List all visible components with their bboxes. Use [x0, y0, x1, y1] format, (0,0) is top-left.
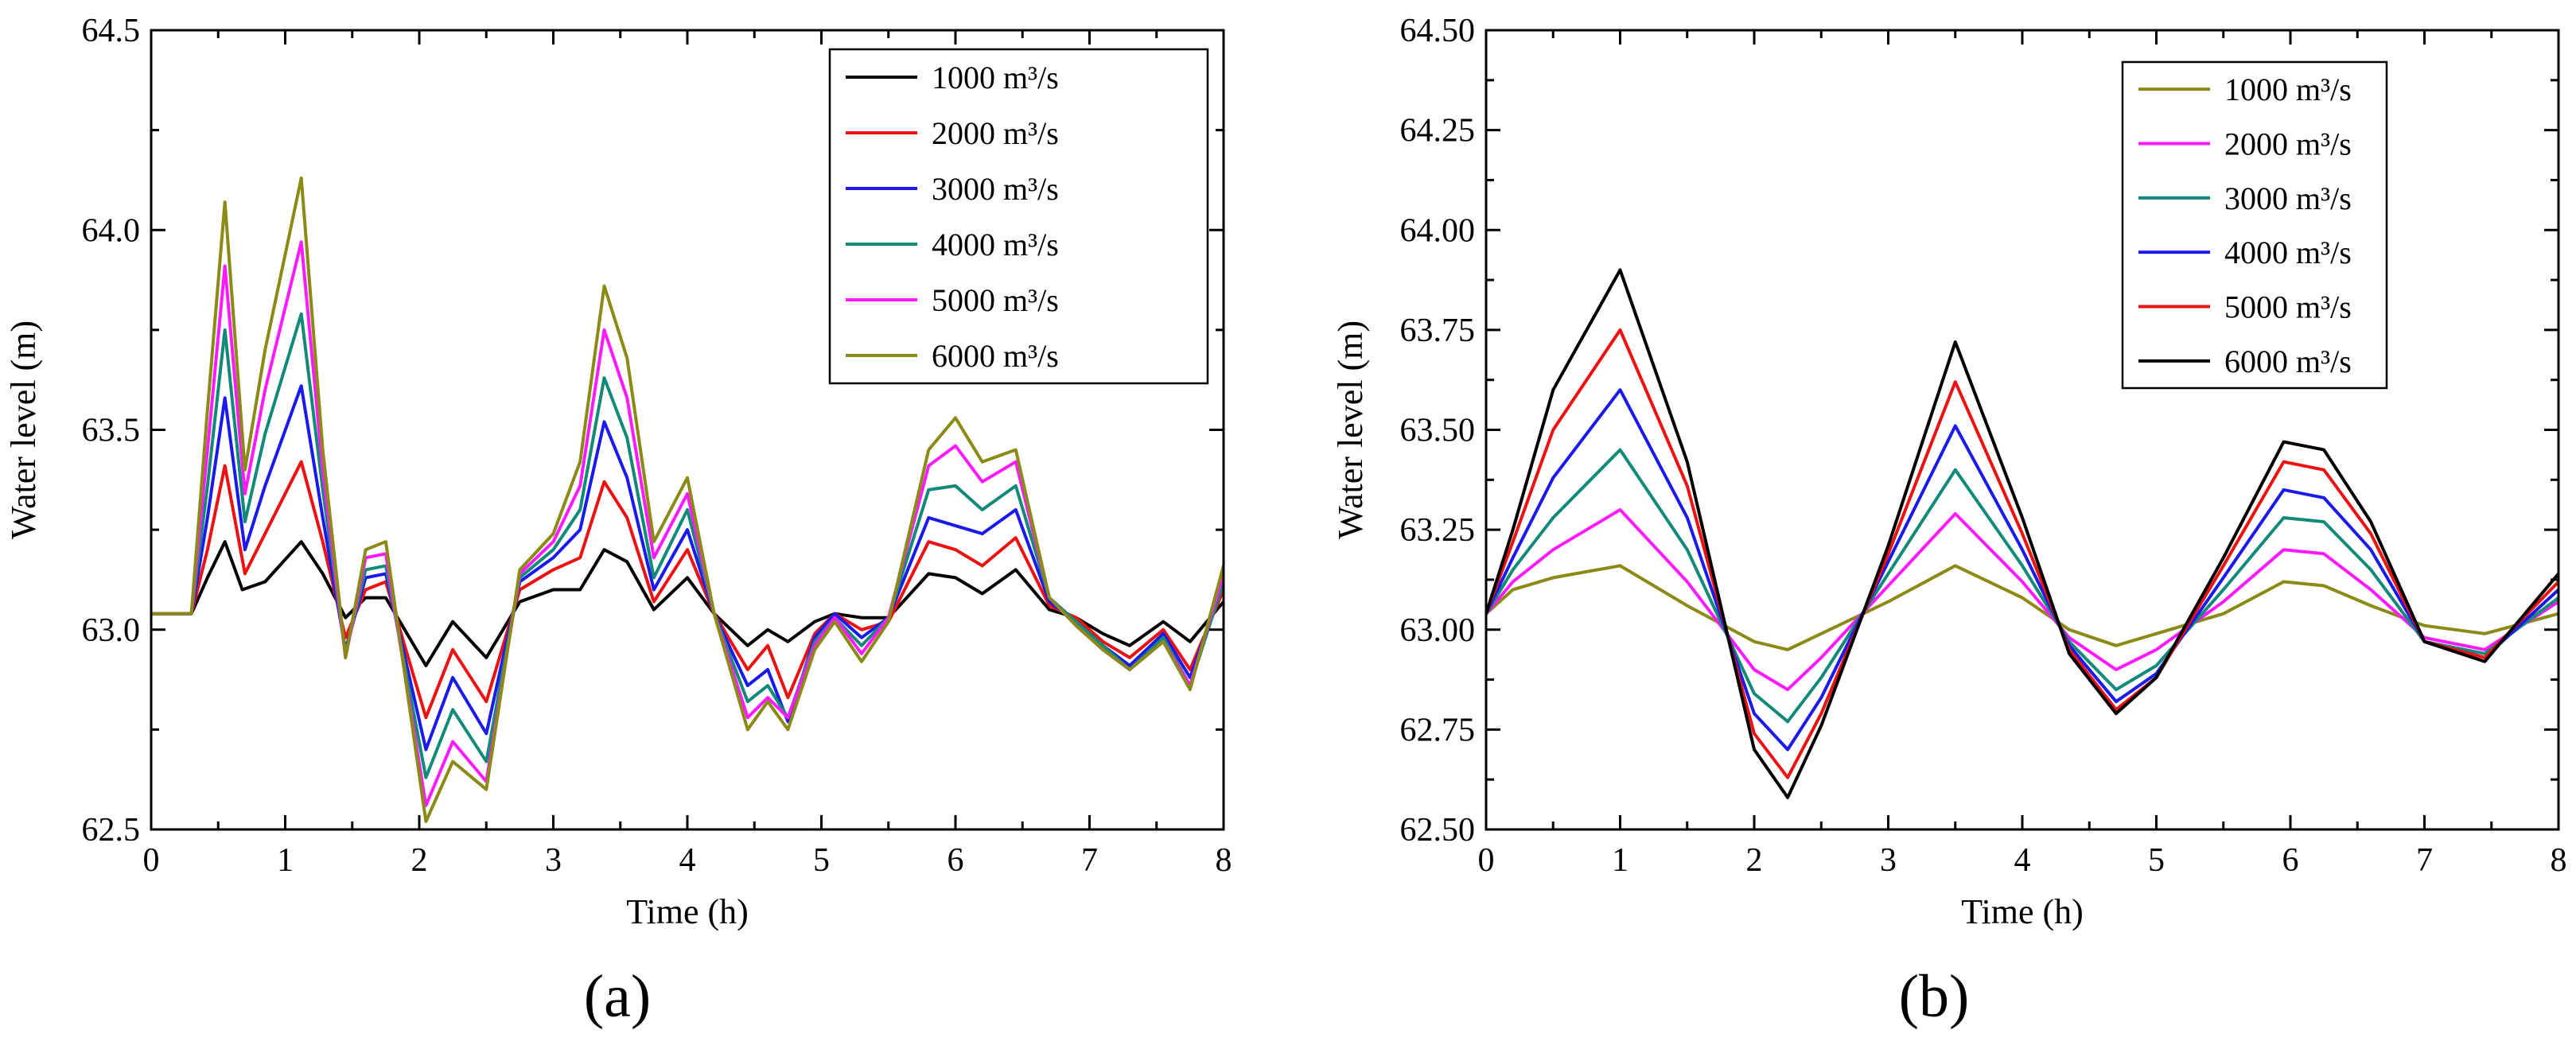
y-tick-label: 63.00: [1400, 612, 1476, 649]
y-axis-label: Water level (m): [4, 320, 43, 539]
y-tick-label: 63.5: [82, 413, 141, 449]
y-tick-label: 62.50: [1400, 812, 1476, 849]
legend-label-6: 6000 m³/s: [932, 338, 1059, 374]
y-tick-label: 63.50: [1400, 413, 1476, 449]
series-line-1: [1486, 564, 2558, 651]
series-group: [151, 176, 1224, 823]
legend-label-1: 1000 m³/s: [932, 60, 1059, 95]
x-tick-label: 0: [143, 842, 160, 879]
y-tick-label: 62.5: [82, 812, 141, 849]
x-tick-label: 0: [1478, 842, 1495, 879]
series-line-6: [151, 176, 1224, 823]
y-axis-label: Water level (m): [1331, 320, 1370, 539]
legend-label-3: 3000 m³/s: [2224, 181, 2352, 216]
legend-label-5: 5000 m³/s: [2224, 289, 2352, 325]
legend: 1000 m³/s 2000 m³/s 3000 m³/s 4000 m³/s 5000…: [2121, 60, 2388, 390]
chart-panel-a: 0 1 2 3 4 5 6 7 8 62.5 63.0 63.5 64.0 64.5 Time (h) Wat…: [4, 13, 1232, 1030]
legend-label-4: 4000 m³/s: [932, 227, 1059, 262]
legend-label-1: 1000 m³/s: [2224, 72, 2352, 107]
chart-panel-b: 0 1 2 3 4 5 6 7 8 62.50 62.75 63.00 63.25 63.50 63.75 6…: [1331, 13, 2567, 1030]
x-tick-label: 7: [1081, 842, 1098, 879]
legend-label-2: 2000 m³/s: [2224, 126, 2352, 162]
x-tick-label: 3: [1880, 842, 1897, 879]
legend-label-5: 5000 m³/s: [932, 282, 1059, 318]
legend-label-3: 3000 m³/s: [932, 171, 1059, 207]
y-tick-label: 64.0: [82, 212, 141, 249]
series-line-5: [1486, 328, 2558, 779]
legend-box: [2121, 60, 2388, 390]
x-tick-label: 2: [1746, 842, 1763, 879]
series-line-4: [1486, 388, 2558, 752]
x-tick-label: 1: [277, 842, 294, 879]
x-tick-label: 1: [1612, 842, 1628, 879]
legend-label-4: 4000 m³/s: [2224, 235, 2352, 270]
x-axis-label: Time (h): [626, 892, 749, 931]
series-line-1: [151, 540, 1224, 667]
panel-label: (a): [584, 963, 651, 1030]
panel-label: (b): [1899, 963, 1970, 1030]
series-group: [1486, 268, 2558, 799]
x-tick-label: 7: [2416, 842, 2433, 879]
y-tick-label: 63.25: [1400, 512, 1476, 549]
x-tick-label: 8: [2551, 842, 2567, 879]
x-tick-label: 6: [2282, 842, 2299, 879]
x-tick-label: 4: [2014, 842, 2031, 879]
legend: 1000 m³/s 2000 m³/s 3000 m³/s 4000 m³/s 5000…: [828, 48, 1209, 385]
y-tick-label: 64.00: [1400, 212, 1476, 249]
series-line-2: [151, 460, 1224, 720]
y-tick-label: 64.25: [1400, 113, 1476, 150]
series-line-3: [1486, 448, 2558, 724]
series-line-3: [151, 384, 1224, 752]
legend-label-6: 6000 m³/s: [2224, 344, 2352, 379]
legend-box: [828, 48, 1209, 385]
y-tick-label: 62.75: [1400, 712, 1476, 748]
y-tick-label: 63.0: [82, 612, 141, 649]
x-axis-label: Time (h): [1961, 892, 2084, 931]
series-line-4: [151, 312, 1224, 779]
x-tick-label: 3: [545, 842, 562, 879]
x-tick-label: 6: [948, 842, 964, 879]
legend-label-2: 2000 m³/s: [932, 115, 1059, 151]
x-tick-label: 8: [1216, 842, 1232, 879]
x-tick-label: 5: [2148, 842, 2165, 879]
x-tick-label: 5: [813, 842, 830, 879]
y-tick-label: 64.50: [1400, 13, 1476, 49]
y-tick-label: 63.75: [1400, 313, 1476, 349]
x-tick-label: 2: [411, 842, 428, 879]
series-line-2: [1486, 508, 2558, 692]
y-tick-label: 64.5: [82, 13, 141, 49]
x-tick-label: 4: [679, 842, 696, 879]
series-line-6: [1486, 268, 2558, 799]
